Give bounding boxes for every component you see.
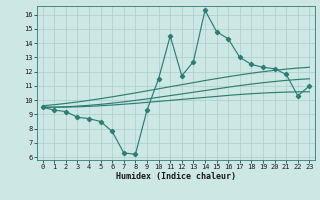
X-axis label: Humidex (Indice chaleur): Humidex (Indice chaleur) [116,172,236,181]
